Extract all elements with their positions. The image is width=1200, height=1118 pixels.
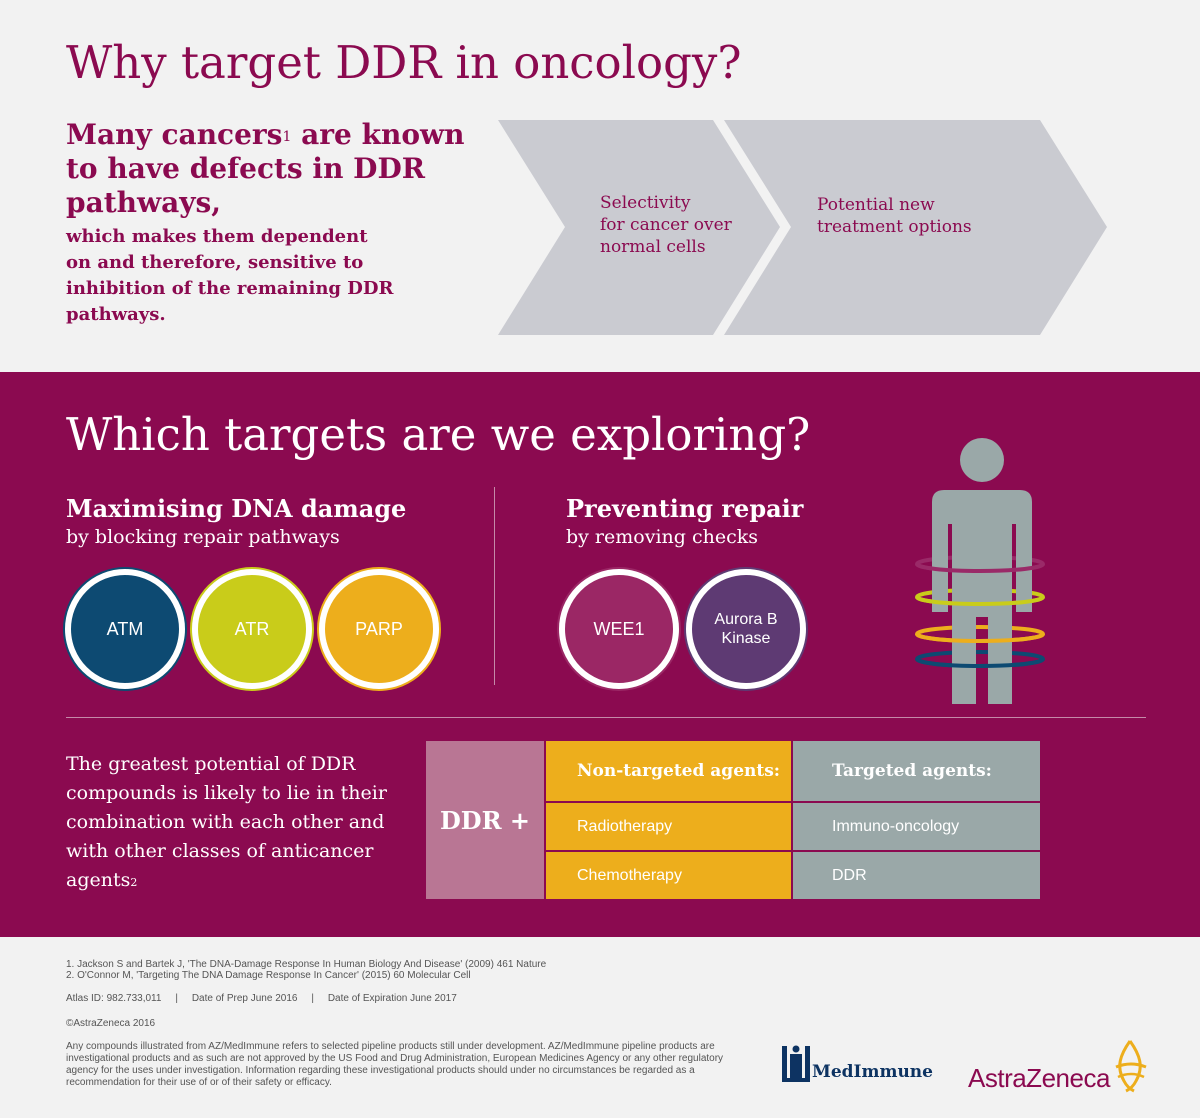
- intro-block: Many cancers1 are known to have defects …: [66, 118, 486, 328]
- aurora-line1: Aurora B: [714, 611, 778, 628]
- target-aurora-b-kinase: Aurora B Kinase: [686, 569, 806, 689]
- reference-2: 2. O'Connor M, 'Targeting The DNA Damage…: [66, 970, 471, 981]
- nontargeted-item-radiotherapy: Radiotherapy: [546, 803, 791, 850]
- group2-subheading: by removing checks: [566, 526, 758, 548]
- chevron-shapes: [498, 120, 1107, 335]
- combination-table: DDR + Non-targeted agents: Radiotherapy …: [426, 741, 1040, 899]
- target-wee1: WEE1: [559, 569, 679, 689]
- astrazeneca-wordmark: AstraZeneca: [968, 1063, 1110, 1093]
- combination-text-main: The greatest potential of DDR compounds …: [66, 753, 387, 891]
- group2-heading: Preventing repair: [566, 494, 804, 523]
- target-atm-label: ATM: [106, 618, 144, 639]
- vertical-divider: [494, 487, 495, 685]
- intro-lead-end: are known to have defects in DDR pathway…: [66, 118, 465, 219]
- target-atm: ATM: [65, 569, 185, 689]
- intro-lead: Many cancers1 are known to have defects …: [66, 118, 486, 220]
- astrazeneca-logo: AstraZeneca: [968, 1037, 1148, 1095]
- footer: 1. Jackson S and Bartek J, 'The DNA-Dama…: [0, 937, 1200, 1118]
- copyright: ©AstraZeneca 2016: [66, 1018, 156, 1029]
- targets-section: Which targets are we exploring? Maximisi…: [0, 372, 1200, 937]
- target-aurora-label: Aurora B Kinase: [714, 610, 777, 648]
- chevron-2-text: Potential new treatment options: [817, 194, 972, 238]
- page-title: Why target DDR in oncology?: [66, 36, 742, 89]
- aurora-line2: Kinase: [721, 630, 771, 647]
- medimmune-logo: MedImmune: [782, 1038, 942, 1090]
- nontargeted-header: Non-targeted agents:: [546, 741, 791, 801]
- human-figure-icon: [915, 438, 1045, 704]
- chevron-1-text: Selectivity for cancer over normal cells: [600, 192, 732, 258]
- chevron-2: [724, 120, 1107, 335]
- target-atr: ATR: [192, 569, 312, 689]
- horizontal-divider: [66, 717, 1146, 718]
- group1-subheading: by blocking repair pathways: [66, 526, 340, 548]
- chevron-1: [498, 120, 780, 335]
- intro-body: which makes them dependent on and theref…: [66, 226, 394, 325]
- target-wee1-label: WEE1: [593, 618, 645, 639]
- chevron-flow: Selectivity for cancer over normal cells…: [498, 120, 1108, 335]
- chevron-1-line3: normal cells: [600, 237, 706, 257]
- chevron-2-line1: Potential new: [817, 195, 935, 215]
- intro-lead-ref: 1: [282, 129, 292, 145]
- target-parp-label: PARP: [355, 618, 403, 639]
- chevron-1-line2: for cancer over: [600, 215, 732, 235]
- top-section: Why target DDR in oncology? Many cancers…: [0, 0, 1200, 372]
- targeted-header: Targeted agents:: [793, 741, 1040, 801]
- group1-heading: Maximising DNA damage: [66, 494, 407, 523]
- target-parp: PARP: [319, 569, 439, 689]
- targeted-item-ddr: DDR: [793, 852, 1040, 899]
- medimmune-wordmark: MedImmune: [812, 1062, 933, 1082]
- disclaimer: Any compounds illustrated from AZ/MedImm…: [66, 1041, 724, 1088]
- combination-text-ref: 2: [130, 876, 138, 889]
- astrazeneca-logo-icon: [1115, 1040, 1147, 1093]
- chevron-2-line2: treatment options: [817, 217, 972, 237]
- chevron-1-line1: Selectivity: [600, 193, 691, 213]
- targeted-item-immuno-oncology: Immuno-oncology: [793, 803, 1040, 850]
- target-atr-label: ATR: [234, 618, 270, 639]
- reference-1: 1. Jackson S and Bartek J, 'The DNA-Dama…: [66, 959, 547, 970]
- atlas-info: Atlas ID: 982.733,011 | Date of Prep Jun…: [66, 993, 457, 1004]
- ddr-plus-cell: DDR +: [426, 741, 544, 899]
- intro-lead-start: Many cancers: [66, 118, 283, 151]
- targets-title: Which targets are we exploring?: [66, 408, 811, 461]
- nontargeted-item-chemotherapy: Chemotherapy: [546, 852, 791, 899]
- combination-text: The greatest potential of DDR compounds …: [66, 750, 396, 895]
- medimmune-logo-icon: [782, 1045, 810, 1082]
